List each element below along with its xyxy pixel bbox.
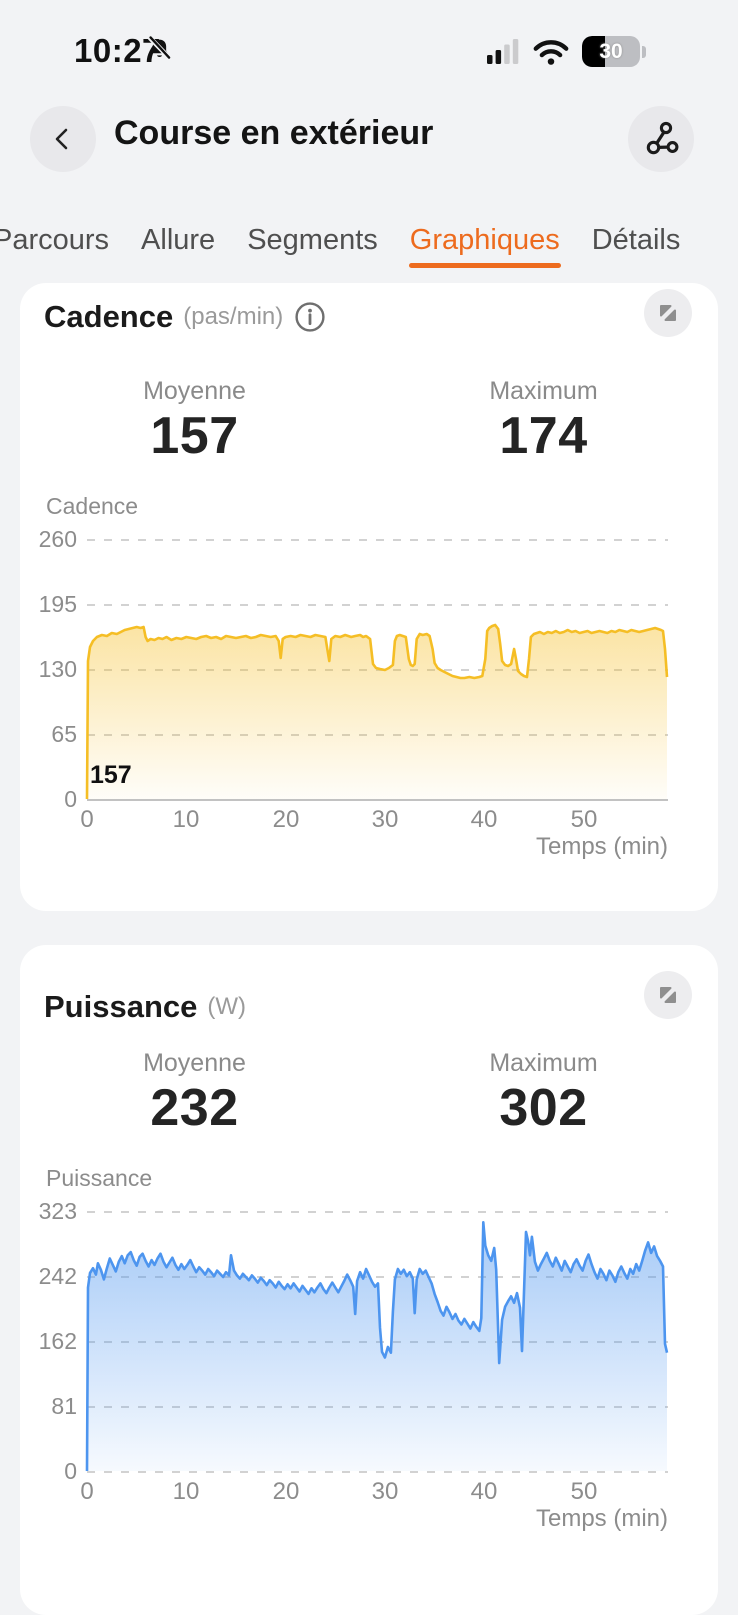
gridline <box>87 604 668 606</box>
share-button[interactable] <box>628 106 694 172</box>
expand-icon <box>658 985 678 1005</box>
gridline <box>87 1211 668 1213</box>
x-tick: 50 <box>570 806 598 833</box>
x-tick: 0 <box>80 1478 94 1505</box>
y-tick: 130 <box>38 656 77 682</box>
y-tick: 242 <box>38 1263 77 1289</box>
y-tick: 323 <box>38 1198 77 1224</box>
tab-segments[interactable]: Segments <box>246 222 379 268</box>
x-tick: 30 <box>371 806 399 833</box>
signal-strength-icon <box>487 39 520 64</box>
tab-bar: Parcours Allure Segments Graphiques Déta… <box>0 222 738 268</box>
x-axis-title: Temps (min) <box>535 1505 668 1532</box>
stat-value: 302 <box>499 1079 588 1137</box>
battery-fill <box>582 36 606 67</box>
mute-bell-icon <box>146 36 173 63</box>
clock: 10:27 <box>74 32 161 69</box>
stat-label: Maximum <box>489 377 598 405</box>
card-title: Cadence <box>44 299 174 334</box>
power-card: Puissance (W) Moyenne 232 Maximum 302 Pu… <box>20 945 718 1615</box>
x-tick: 40 <box>470 1478 498 1505</box>
tab-allure[interactable]: Allure <box>140 222 216 268</box>
y-tick: 260 <box>38 526 77 552</box>
stat-maximum: Maximum 174 <box>369 375 718 465</box>
back-button[interactable] <box>30 106 96 172</box>
tab-label: Détails <box>591 224 681 256</box>
card-unit: (W) <box>207 993 247 1020</box>
chart-value-label: 157 <box>90 761 132 789</box>
stat-average: Moyenne 232 <box>20 1047 369 1137</box>
stat-value: 157 <box>150 407 239 465</box>
y-tick: 65 <box>51 721 77 747</box>
expand-chart-button[interactable] <box>644 289 692 337</box>
x-tick: 40 <box>470 806 498 833</box>
battery-icon: 30 <box>582 36 640 67</box>
x-axis-line <box>87 799 668 801</box>
x-tick: 20 <box>272 1478 300 1505</box>
battery-percent: 30 <box>599 39 623 63</box>
x-tick: 20 <box>272 806 300 833</box>
power-area-plot[interactable] <box>85 1211 669 1472</box>
tab-label: Parcours <box>0 224 110 256</box>
gridline <box>87 1276 668 1278</box>
status-bar: 10:27 30 <box>0 0 738 86</box>
y-axis-title: Puissance <box>46 1165 153 1191</box>
stat-maximum: Maximum 302 <box>369 1047 718 1137</box>
tab-label: Allure <box>141 224 216 256</box>
x-tick: 30 <box>371 1478 399 1505</box>
stat-label: Moyenne <box>143 377 246 405</box>
x-tick: 10 <box>172 1478 200 1505</box>
power-stats: Moyenne 232 Maximum 302 <box>20 1047 718 1137</box>
cadence-chart: Cadence 260 195 130 65 0 157 0 10 20 30 … <box>20 493 718 883</box>
stat-label: Moyenne <box>143 1049 246 1077</box>
y-tick: 0 <box>64 786 77 812</box>
app-header: Course en extérieur <box>0 104 738 176</box>
chevron-left-icon <box>49 125 77 153</box>
x-tick: 10 <box>172 806 200 833</box>
y-tick: 0 <box>64 1458 77 1484</box>
expand-icon <box>658 303 678 323</box>
tab-graphiques[interactable]: Graphiques <box>408 222 561 268</box>
share-route-icon <box>641 119 681 159</box>
stat-average: Moyenne 157 <box>20 375 369 465</box>
tab-details[interactable]: Détails <box>591 222 682 268</box>
info-icon[interactable] <box>293 300 327 334</box>
stat-value: 174 <box>499 407 588 465</box>
tab-parcours[interactable]: Parcours <box>0 222 110 268</box>
tab-label: Graphiques <box>409 224 560 256</box>
cadence-card: Cadence (pas/min) Moyenne 157 Maximum 17… <box>20 283 718 911</box>
card-unit: (pas/min) <box>183 303 284 330</box>
card-title: Puissance <box>44 989 198 1024</box>
expand-chart-button[interactable] <box>644 971 692 1019</box>
wifi-icon <box>532 37 570 66</box>
stat-value: 232 <box>150 1079 239 1137</box>
x-tick: 50 <box>570 1478 598 1505</box>
stat-label: Maximum <box>489 1049 598 1077</box>
tab-label: Segments <box>247 224 378 256</box>
cadence-stats: Moyenne 157 Maximum 174 <box>20 375 718 465</box>
page-title: Course en extérieur <box>114 114 434 152</box>
battery-cap <box>642 45 646 58</box>
y-axis-title: Cadence <box>46 493 139 519</box>
x-axis-title: Temps (min) <box>535 833 668 860</box>
power-chart: Puissance 323 242 162 81 0 0 10 20 30 40… <box>20 1165 718 1555</box>
gridline <box>87 539 668 541</box>
x-tick: 0 <box>80 806 94 833</box>
y-tick: 162 <box>38 1328 77 1354</box>
cadence-area-plot[interactable] <box>85 539 669 800</box>
y-tick: 81 <box>51 1393 77 1419</box>
x-axis-line <box>87 1471 668 1473</box>
y-tick: 195 <box>38 591 77 617</box>
